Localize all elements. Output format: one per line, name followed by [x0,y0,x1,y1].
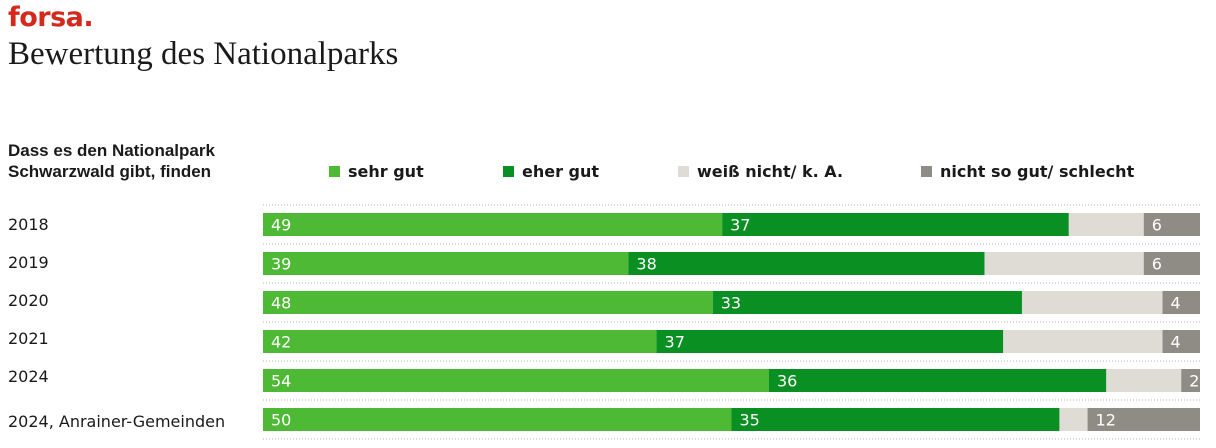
bar-value-label: 49 [271,216,291,235]
legend-label-nicht-so-gut: nicht so gut/ schlecht [940,162,1135,181]
row-label: 2018 [8,215,49,234]
bar-segment [1003,330,1163,353]
bar-segment [628,252,985,275]
bar-value-label: 2 [1189,372,1199,391]
bar-value-label: 54 [271,372,291,391]
brand-logo: forsa. [8,2,94,33]
bar-value-label: 35 [740,411,760,430]
bar-value-label: 48 [271,294,291,313]
legend-label-sehr-gut: sehr gut [348,162,424,181]
bar-segment [1106,369,1182,392]
bar-segment [263,213,723,236]
legend-item-weiss-nicht: weiß nicht/ k. A. [678,162,843,181]
bar-segment [656,330,1004,353]
bar-value-label: 37 [730,216,750,235]
bar-segment [263,330,657,353]
bar-segment [1059,408,1088,431]
legend-item-sehr-gut: sehr gut [329,162,424,181]
row-label: 2024, Anrainer-Gemeinden [8,412,225,431]
bar-segment [1162,291,1200,314]
bar-value-label: 4 [1171,294,1181,313]
bar-segment [1068,213,1144,236]
bar-value-label: 33 [721,294,741,313]
legend-item-eher-gut: eher gut [503,162,599,181]
legend-swatch-eher-gut [503,166,514,177]
row-label: 2024 [8,367,49,386]
bar-segment [731,408,1060,431]
row-label: 2019 [8,253,49,272]
bar-value-label: 39 [271,255,291,274]
bar-value-label: 4 [1171,333,1181,352]
bar-segment [263,369,769,392]
legend-item-nicht-so-gut: nicht so gut/ schlecht [921,162,1134,181]
bar-value-label: 42 [271,333,291,352]
legend-label-eher-gut: eher gut [522,162,600,181]
bar-segment [1087,408,1200,431]
legend-swatch-weiss-nicht [678,166,689,177]
bar-segment [1143,252,1200,275]
legend-swatch-sehr-gut [329,166,340,177]
bar-value-label: 6 [1152,255,1162,274]
bar-segment [1021,291,1163,314]
question-line-1: Dass es den Nationalpark [8,141,215,160]
bar-value-label: 50 [271,411,291,430]
question-text: Dass es den Nationalpark Schwarzwald gib… [8,140,215,182]
bar-value-label: 37 [665,333,685,352]
bar-segment [1143,213,1200,236]
bar-value-label: 38 [636,255,656,274]
bar-segment [712,291,1022,314]
bar-value-label: 12 [1096,411,1116,430]
legend-swatch-nicht-so-gut [921,166,932,177]
bar-segment [1181,369,1200,392]
bar-segment [984,252,1144,275]
chart-title: Bewertung des Nationalparks [8,36,399,72]
bar-segment [1162,330,1200,353]
question-line-2: Schwarzwald gibt, finden [8,162,212,181]
row-label: 2020 [8,291,49,310]
bar-segment [768,369,1107,392]
row-label: 2021 [8,329,49,348]
bar-segment [722,213,1069,236]
bar-segment [263,252,629,275]
legend-label-weiss-nicht: weiß nicht/ k. A. [697,162,844,181]
bar-segment [263,408,732,431]
bar-value-label: 36 [777,372,797,391]
bar-segment [263,291,713,314]
bar-value-label: 6 [1152,216,1162,235]
